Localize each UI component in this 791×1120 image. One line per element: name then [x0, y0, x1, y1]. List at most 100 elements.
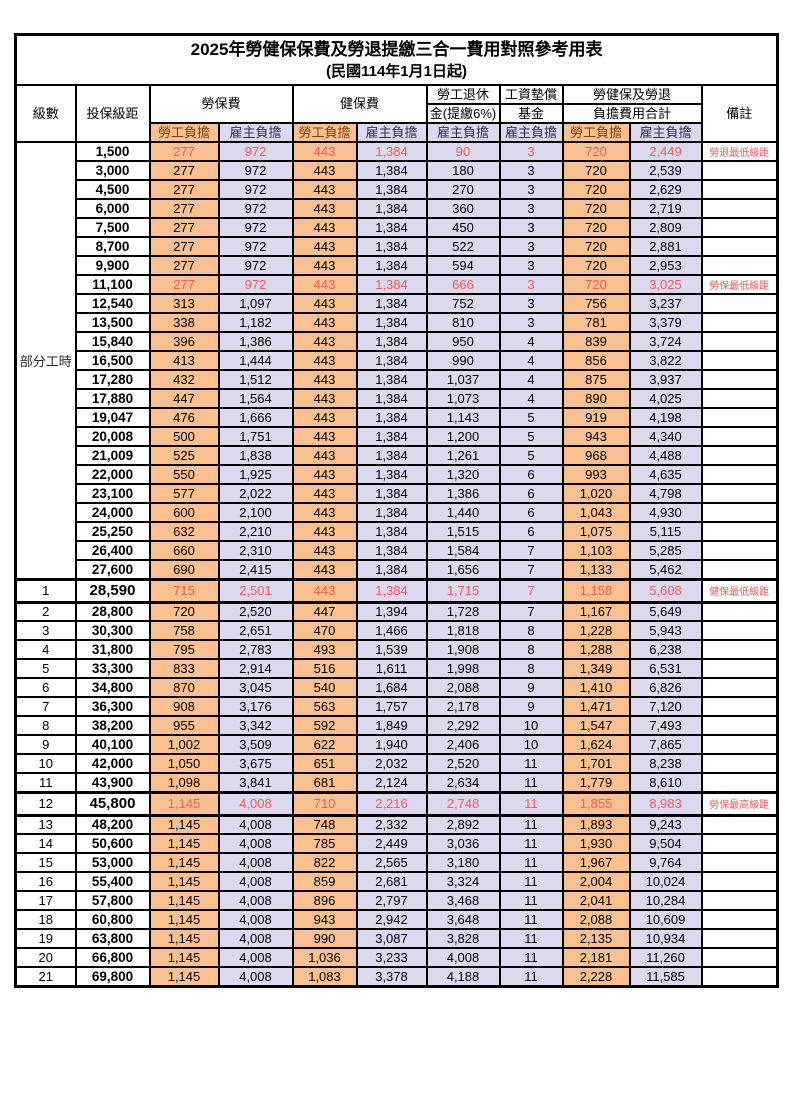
value-cell: 1,384 [355, 331, 428, 352]
table-row: 23,100 577 2,022 443 1,384 1,386 6 1,020 4,798 [16, 483, 779, 504]
remark-cell [700, 601, 779, 622]
bracket-cell: 36,300 [74, 696, 151, 717]
value-cell: 11 [498, 790, 564, 817]
value-cell: 2,124 [355, 772, 428, 793]
value-cell: 833 [148, 658, 220, 679]
remark-cell [700, 521, 779, 542]
value-cell: 1,893 [561, 814, 631, 835]
value-cell: 715 [148, 577, 220, 604]
remark-cell [700, 483, 779, 504]
subheader-total-employer: 雇主負擔 [628, 122, 703, 143]
value-cell: 11 [498, 814, 564, 835]
value-cell: 8,983 [628, 790, 703, 817]
value-cell: 5,115 [628, 521, 703, 542]
value-cell: 1,097 [217, 293, 294, 314]
level-cell: 21 [14, 966, 77, 987]
table-row: 27,600 690 2,415 443 1,384 1,656 7 1,133 5,462 [16, 559, 779, 580]
remark-cell [700, 160, 779, 181]
value-cell: 2,520 [217, 601, 294, 622]
value-cell: 2,088 [425, 677, 501, 698]
value-cell: 1,547 [561, 715, 631, 736]
value-cell: 2,719 [628, 198, 703, 219]
bracket-cell: 15,840 [74, 331, 151, 352]
value-cell: 1,145 [148, 790, 220, 817]
table-row: 9,900 277 972 443 1,384 594 3 720 2,953 [16, 255, 779, 276]
value-cell: 8,238 [628, 753, 703, 774]
value-cell: 1,145 [148, 909, 220, 930]
bracket-cell: 38,200 [74, 715, 151, 736]
value-cell: 3 [498, 312, 564, 333]
remark-cell [700, 677, 779, 698]
table-row: 8 38,200 955 3,342 592 1,849 2,292 10 1,547 7,493 [14, 715, 779, 736]
value-cell: 2,942 [355, 909, 428, 930]
value-cell: 443 [291, 141, 358, 162]
value-cell: 2,228 [561, 966, 631, 987]
value-cell: 3,822 [628, 350, 703, 371]
value-cell: 1,098 [148, 772, 220, 793]
value-cell: 277 [148, 217, 220, 238]
value-cell: 1,145 [148, 966, 220, 987]
value-cell: 795 [148, 639, 220, 660]
title-row: 2025年勞健保保費及勞退提繳三合一費用對照參考用表 (民國114年1月1日起) [14, 33, 779, 86]
value-cell: 4,008 [217, 790, 294, 817]
bracket-cell: 3,000 [74, 160, 151, 181]
bracket-cell: 22,000 [74, 464, 151, 485]
value-cell: 720 [561, 274, 631, 295]
value-cell: 11 [498, 909, 564, 930]
value-cell: 6,238 [628, 639, 703, 660]
bracket-cell: 33,300 [74, 658, 151, 679]
value-cell: 4 [498, 369, 564, 390]
value-cell: 1,320 [425, 464, 501, 485]
value-cell: 972 [217, 274, 294, 295]
table-row: 18 60,800 1,145 4,008 943 2,942 3,648 11 2,088 10… [14, 909, 779, 930]
value-cell: 470 [291, 620, 358, 641]
header-pension-line2: 金(提繳6%) [425, 103, 501, 124]
value-cell: 443 [291, 502, 358, 523]
value-cell: 2,783 [217, 639, 294, 660]
value-cell: 476 [148, 407, 220, 428]
subheader-labor-employer: 雇主負擔 [217, 122, 294, 143]
value-cell: 443 [291, 445, 358, 466]
value-cell: 1,261 [425, 445, 501, 466]
value-cell: 4 [498, 331, 564, 352]
value-cell: 6 [498, 464, 564, 485]
value-cell: 8,610 [628, 772, 703, 793]
value-cell: 3,233 [355, 947, 428, 968]
value-cell: 4,008 [217, 928, 294, 949]
value-cell: 1,925 [217, 464, 294, 485]
value-cell: 666 [425, 274, 501, 295]
bracket-cell: 50,600 [74, 833, 151, 854]
bracket-cell: 57,800 [74, 890, 151, 911]
subheader-health-employee: 勞工負擔 [291, 122, 358, 143]
level-cell: 18 [14, 909, 77, 930]
value-cell: 6 [498, 521, 564, 542]
bracket-cell: 31,800 [74, 639, 151, 660]
value-cell: 756 [561, 293, 631, 314]
bracket-cell: 66,800 [74, 947, 151, 968]
remark-cell [700, 658, 779, 679]
bracket-cell: 25,250 [74, 521, 151, 542]
value-cell: 1,564 [217, 388, 294, 409]
remark-cell [700, 734, 779, 755]
value-cell: 1,037 [425, 369, 501, 390]
value-cell: 3,378 [355, 966, 428, 987]
header-row-1: 級數 投保級距 勞保費 健保費 勞工退休 工資墊償 勞健保及勞退 備註 [14, 84, 779, 143]
value-cell: 7,493 [628, 715, 703, 736]
table-row: 17,280 432 1,512 443 1,384 1,037 4 875 3,937 [16, 369, 779, 390]
value-cell: 1,539 [355, 639, 428, 660]
value-cell: 2,415 [217, 559, 294, 580]
header-wage-fund-line2: 基金 [498, 103, 564, 124]
remark-cell: 勞保最高級距 [700, 790, 779, 817]
value-cell: 360 [425, 198, 501, 219]
level-cell: 1 [14, 577, 77, 604]
value-cell: 2,539 [628, 160, 703, 181]
header-wage-fund-line1: 工資墊償 [498, 84, 564, 105]
value-cell: 443 [291, 293, 358, 314]
value-cell: 1,684 [355, 677, 428, 698]
subheader-health-employer: 雇主負擔 [355, 122, 428, 143]
value-cell: 720 [561, 255, 631, 276]
value-cell: 277 [148, 179, 220, 200]
value-cell: 1,073 [425, 388, 501, 409]
value-cell: 1,349 [561, 658, 631, 679]
value-cell: 4,008 [217, 852, 294, 873]
